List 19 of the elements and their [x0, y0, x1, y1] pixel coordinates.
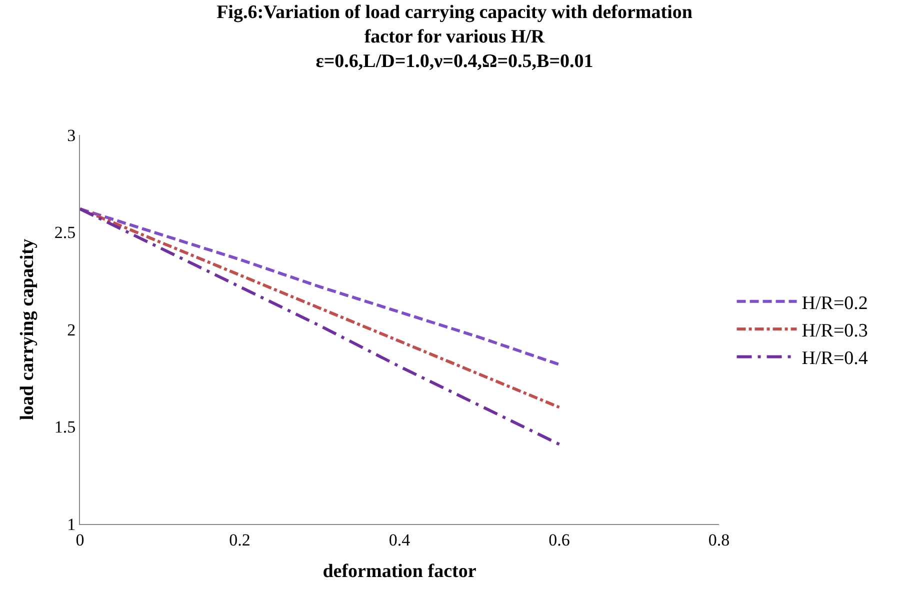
y-axis-title: load carrying capacity: [17, 238, 38, 420]
x-tick-label: 0.4: [388, 530, 411, 550]
x-tick-label: 0.8: [708, 530, 730, 550]
legend-label: H/R=0.3: [802, 320, 868, 342]
y-tick-label: 1: [67, 514, 76, 534]
x-tick-label: 0.6: [548, 530, 570, 550]
x-tick-label: 0.2: [229, 530, 250, 550]
line-series: [80, 207, 561, 366]
y-tick-label: 2: [67, 320, 76, 340]
line-series: [80, 207, 561, 446]
line-series: [80, 207, 561, 409]
y-tick-label: 1.5: [54, 418, 76, 437]
y-tick-label: 2.5: [54, 223, 76, 242]
chart-title: Fig.6:Variation of load carrying capacity with deformation factor for various H/R ε=0.6,L/D=1.0,ν=0.4,Ω=0.5,B=0.01: [216, 2, 693, 72]
legend-label: H/R=0.4: [802, 348, 868, 370]
legend-label: H/R=0.2: [802, 292, 868, 314]
x-tick-label: 0: [76, 530, 84, 550]
x-axis-title: deformation factor: [322, 561, 477, 582]
y-tick-label: 3: [67, 126, 76, 145]
